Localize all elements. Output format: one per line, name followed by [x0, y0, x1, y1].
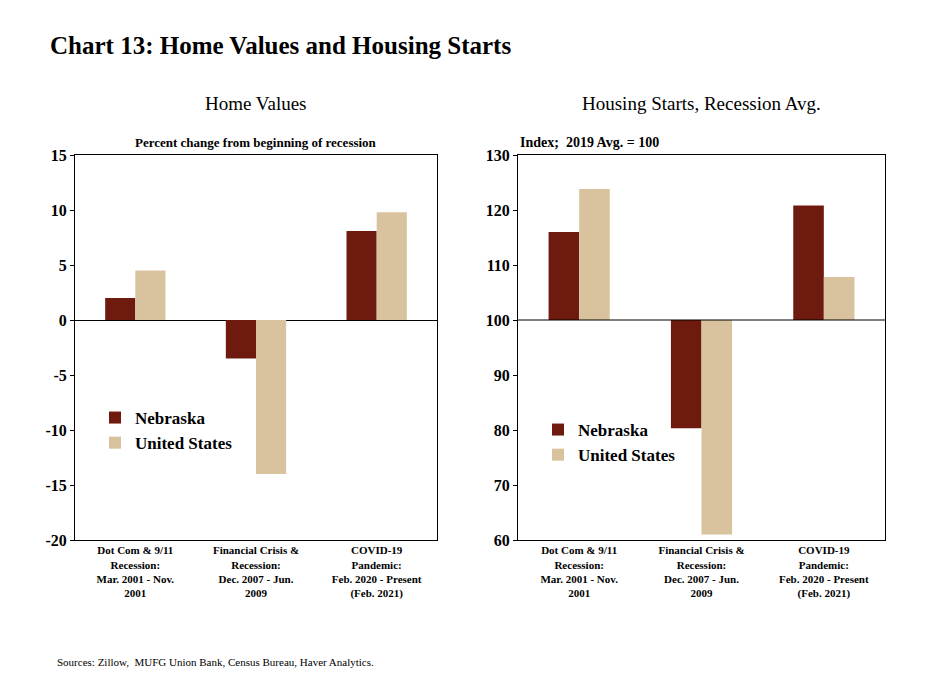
svg-text:Financial Crisis &Recession:De: Financial Crisis &Recession:Dec. 2007 - …	[658, 544, 744, 599]
svg-text:Housing Starts, Recession Avg.: Housing Starts, Recession Avg.	[582, 93, 821, 114]
svg-text:Dot Com & 9/11Recession:Mar. 2: Dot Com & 9/11Recession:Mar. 2001 - Nov.…	[97, 544, 175, 599]
svg-text:0: 0	[59, 312, 67, 329]
svg-text:15: 15	[51, 147, 67, 164]
svg-text:United States: United States	[135, 434, 232, 453]
svg-text:Chart 13: Home Values and Hous: Chart 13: Home Values and Housing Starts	[50, 32, 511, 59]
svg-text:United States: United States	[578, 446, 675, 465]
svg-text:-20: -20	[45, 532, 66, 549]
svg-text:COVID-19Pandemic:Feb. 2020 - P: COVID-19Pandemic:Feb. 2020 - Present(Feb…	[779, 544, 869, 600]
svg-text:Sources: Zillow, MUFG Union B: Sources: Zillow, MUFG Union Bank, Census…	[57, 656, 374, 668]
svg-text:Dot Com & 9/11Recession:Mar. 2: Dot Com & 9/11Recession:Mar. 2001 - Nov.…	[540, 544, 618, 599]
svg-text:Financial Crisis &Recession:De: Financial Crisis &Recession:Dec. 2007 - …	[213, 544, 299, 599]
svg-text:10: 10	[51, 202, 67, 219]
svg-text:Index; 2019 Avg. = 100: Index; 2019 Avg. = 100	[520, 135, 659, 150]
svg-text:70: 70	[494, 477, 510, 494]
svg-text:Percent change from beginning: Percent change from beginning of recessi…	[135, 135, 377, 150]
svg-text:90: 90	[494, 367, 510, 384]
svg-text:Home Values: Home Values	[205, 93, 307, 114]
svg-text:-10: -10	[45, 422, 66, 439]
svg-text:Nebraska: Nebraska	[578, 421, 648, 440]
svg-text:-15: -15	[45, 477, 66, 494]
svg-text:100: 100	[486, 312, 510, 329]
svg-text:Nebraska: Nebraska	[135, 409, 205, 428]
svg-text:COVID-19Pandemic:Feb. 2020 - P: COVID-19Pandemic:Feb. 2020 - Present(Feb…	[332, 544, 422, 600]
svg-text:-5: -5	[53, 367, 66, 384]
svg-text:120: 120	[486, 202, 510, 219]
svg-text:60: 60	[494, 532, 510, 549]
svg-text:110: 110	[487, 257, 510, 274]
svg-text:130: 130	[486, 147, 510, 164]
svg-text:80: 80	[494, 422, 510, 439]
svg-text:5: 5	[59, 257, 67, 274]
